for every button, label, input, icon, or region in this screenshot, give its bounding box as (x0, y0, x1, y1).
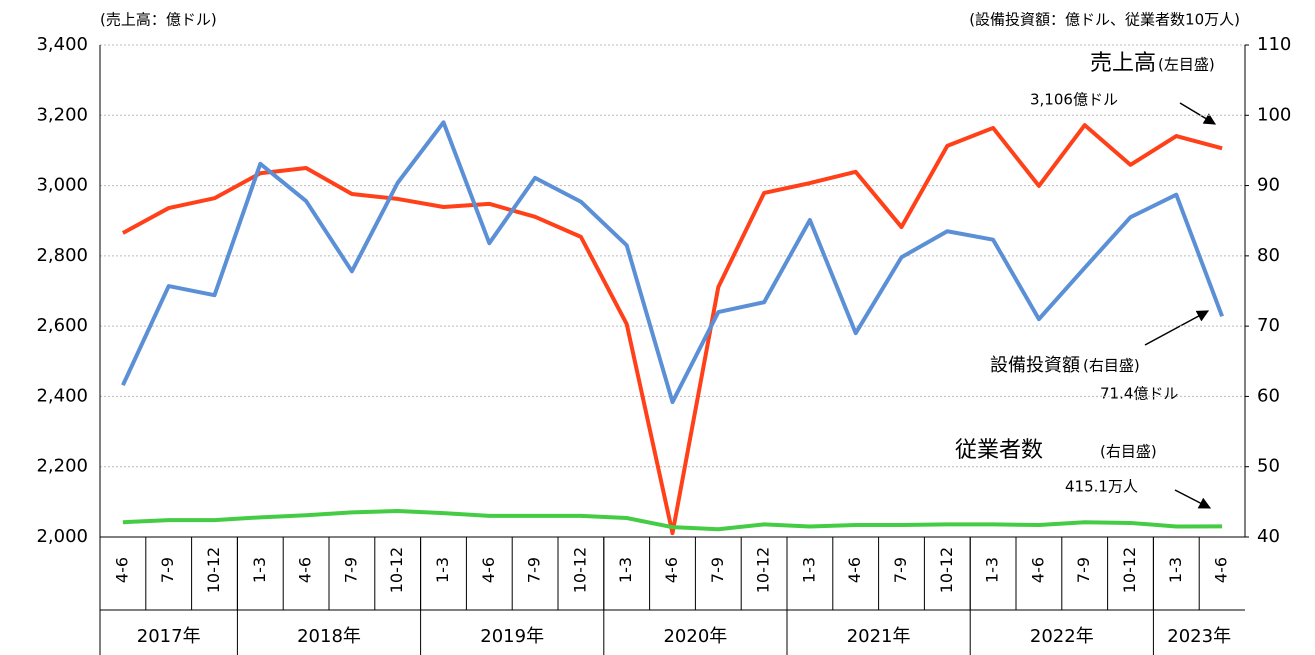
group-label: 2022年 (1030, 626, 1094, 647)
y2-tick-label: 40 (1257, 526, 1280, 547)
series-line (121, 120, 1224, 405)
annotation: (右目盛) (1100, 443, 1157, 461)
y2-tick-label: 90 (1257, 175, 1280, 196)
x-tick-label: 10-12 (387, 547, 406, 594)
x-tick-label: 4-6 (1212, 557, 1231, 583)
arrow (1144, 310, 1210, 346)
x-tick-label: 1-3 (616, 557, 635, 583)
x-tick-label: 10-12 (570, 547, 589, 594)
y-axis-label: (売上高：億ドル) (100, 11, 217, 29)
y-tick-label: 2,200 (36, 456, 88, 477)
y-tick-label: 2,600 (36, 315, 88, 336)
annotation: (左目盛) (1158, 56, 1215, 74)
y-tick-label: 2,400 (36, 385, 88, 406)
y-tick-label: 3,200 (36, 104, 88, 125)
y2-tick-label: 70 (1257, 315, 1280, 336)
series-label: 売上高 (1090, 51, 1156, 76)
x-tick-label: 4-6 (112, 557, 131, 583)
series-label: 設備投資額 (990, 355, 1080, 376)
x-tick-label: 4-6 (1028, 557, 1047, 583)
x-tick-label: 1-3 (250, 557, 269, 583)
x-tick-label: 1-3 (1166, 557, 1185, 583)
group-label: 2017年 (137, 626, 201, 647)
y2-tick-label: 80 (1257, 245, 1280, 266)
x-tick-label: 1-3 (799, 557, 818, 583)
y2-tick-label: 60 (1257, 385, 1280, 406)
x-tick-label: 1-3 (983, 557, 1002, 583)
x-tick-label: 7-9 (158, 557, 177, 583)
x-tick-label: 7-9 (708, 557, 727, 583)
series-line (122, 508, 1223, 532)
y2-tick-label: 100 (1257, 104, 1291, 125)
x-tick-label: 4-6 (662, 557, 681, 583)
x-tick-label: 1-3 (433, 557, 452, 583)
y-tick-label: 3,000 (36, 175, 88, 196)
x-tick-label: 10-12 (754, 547, 773, 594)
group-label: 2020年 (663, 626, 727, 647)
x-tick-label: 7-9 (891, 557, 910, 583)
x-tick-label: 10-12 (1120, 547, 1139, 594)
x-tick-label: 4-6 (479, 557, 498, 583)
annotation: 3,106億ドル (1030, 91, 1118, 109)
arrow (1179, 102, 1217, 125)
series-line (121, 123, 1223, 536)
y2-axis-label: (設備投資額：億ドル、従業者数10万人) (969, 11, 1240, 29)
group-label: 2018年 (297, 626, 361, 647)
annotation: 415.1万人 (1065, 478, 1138, 496)
group-label: 2023年 (1167, 626, 1231, 647)
arrow (1174, 489, 1212, 509)
series-label: 従業者数 (955, 438, 1043, 463)
y-tick-label: 2,000 (36, 526, 88, 547)
group-label: 2021年 (847, 626, 911, 647)
x-tick-label: 7-9 (525, 557, 544, 583)
y2-tick-label: 50 (1257, 456, 1280, 477)
y-tick-label: 3,400 (36, 34, 88, 55)
x-tick-label: 10-12 (204, 547, 223, 594)
x-tick-label: 4-6 (296, 557, 315, 583)
x-tick-label: 10-12 (937, 547, 956, 594)
y-tick-label: 2,800 (36, 245, 88, 266)
x-tick-label: 7-9 (1074, 557, 1093, 583)
annotation: (右目盛) (1083, 357, 1140, 375)
group-label: 2019年 (480, 626, 544, 647)
annotation: 71.4億ドル (1100, 385, 1178, 403)
x-tick-label: 4-6 (845, 557, 864, 583)
y2-tick-label: 110 (1257, 34, 1291, 55)
x-tick-label: 7-9 (341, 557, 360, 583)
